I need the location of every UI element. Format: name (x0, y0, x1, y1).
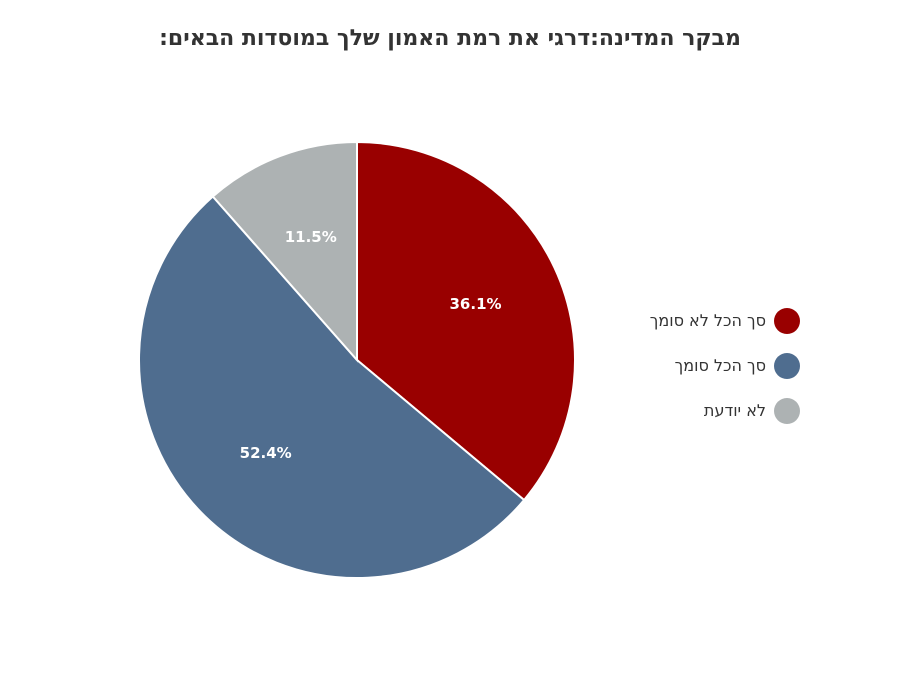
pie-slice-trust[interactable] (138, 195, 526, 579)
legend-item-trust[interactable]: סך הכל סומך (600, 343, 800, 388)
legend-label-trust: סך הכל סומך (674, 356, 766, 375)
legend-item-dont-know[interactable]: לא יודעת (600, 388, 800, 433)
legend-item-not-trust[interactable]: סך הכל לא סומך (600, 298, 800, 343)
legend-swatch-dont-know (774, 397, 800, 424)
legend-label-dont-know: לא יודעת (703, 401, 766, 420)
pie-label-not-trust: 36.1% (450, 295, 502, 313)
pie-slices (138, 140, 576, 579)
pie-slice-dont-know[interactable] (211, 140, 358, 363)
chart-title: מבקר המדינה:דרגי את רמת האמון שלך במוסדו… (159, 26, 741, 51)
pie-label-dont-know: 11.5% (285, 228, 337, 246)
pie-label-trust: 52.4% (240, 444, 292, 462)
pie-labels: 36.1% 52.4% 11.5% (240, 228, 502, 462)
legend-label-not-trust: סך הכל לא סומך (649, 311, 766, 330)
legend-swatch-not-trust (774, 307, 800, 334)
legend: סך הכל לא סומך סך הכל סומך לא יודעת (600, 298, 800, 433)
pie-slice-not-trust[interactable] (356, 140, 576, 502)
legend-swatch-trust (774, 352, 800, 379)
